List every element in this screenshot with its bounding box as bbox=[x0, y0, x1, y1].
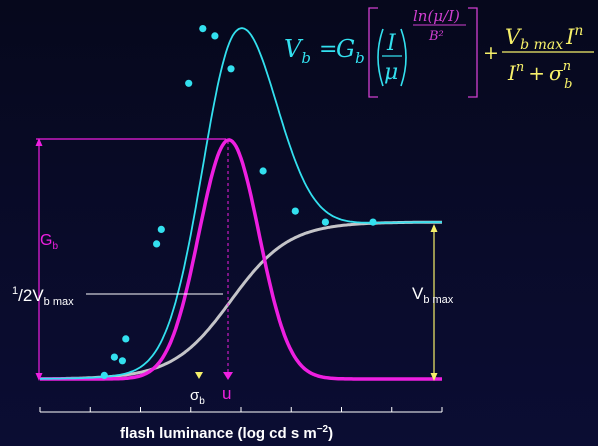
formula-gb: Gb bbox=[336, 35, 365, 67]
data-point bbox=[100, 371, 108, 379]
gaussian-curve bbox=[39, 138, 443, 381]
data-point bbox=[211, 32, 219, 40]
sigma-label: σb bbox=[190, 387, 205, 407]
sigma-marker-icon bbox=[195, 372, 203, 379]
vb-max-bracket bbox=[430, 224, 438, 381]
formula-frac2-num: Vb max In bbox=[505, 23, 583, 53]
formula-vb: Vb bbox=[284, 35, 311, 67]
gb-label: Gb bbox=[40, 232, 58, 252]
data-point bbox=[259, 167, 267, 175]
gb-arrow-up bbox=[35, 138, 43, 146]
mu-marker-icon bbox=[223, 372, 233, 380]
mu-label: u bbox=[222, 384, 231, 403]
data-point bbox=[118, 357, 126, 365]
formula-bracket-right bbox=[468, 7, 478, 98]
data-point bbox=[321, 218, 329, 226]
data-point bbox=[122, 335, 130, 343]
formula: Vb = Gb I μ ln(μ/I) B² + Vb max In In + σn b bbox=[284, 7, 594, 98]
formula-bracket-left bbox=[368, 7, 378, 98]
gb-arrow-down bbox=[35, 373, 43, 381]
data-point bbox=[227, 65, 235, 73]
half-vb-label: 1/2Vb max bbox=[12, 285, 74, 308]
x-axis bbox=[39, 407, 443, 413]
data-point bbox=[153, 240, 161, 248]
data-point bbox=[185, 79, 193, 87]
formula-exp-den: B² bbox=[428, 29, 444, 44]
vb-max-label: Vb max bbox=[412, 284, 454, 306]
data-point bbox=[110, 353, 118, 361]
x-axis-label: flash luminance (log cd s m−2) bbox=[120, 424, 333, 442]
formula-equals: = bbox=[319, 37, 337, 62]
formula-frac1-num: I bbox=[386, 31, 397, 56]
formula-plus: + bbox=[483, 42, 499, 64]
formula-frac1-den: μ bbox=[384, 60, 398, 85]
data-point bbox=[369, 218, 377, 226]
data-point bbox=[291, 207, 299, 215]
formula-paren-right bbox=[400, 28, 407, 87]
formula-frac2-den: In + σn b bbox=[507, 59, 572, 92]
data-point bbox=[157, 225, 165, 233]
vb-arrow-down bbox=[430, 373, 438, 381]
gb-bracket bbox=[35, 138, 226, 381]
vb-arrow-up bbox=[430, 224, 438, 232]
formula-exp-num: ln(μ/I) bbox=[413, 7, 460, 25]
formula-paren-left bbox=[377, 28, 384, 87]
data-points bbox=[100, 25, 377, 379]
data-point bbox=[199, 25, 207, 33]
saturating-curve bbox=[40, 220, 442, 381]
